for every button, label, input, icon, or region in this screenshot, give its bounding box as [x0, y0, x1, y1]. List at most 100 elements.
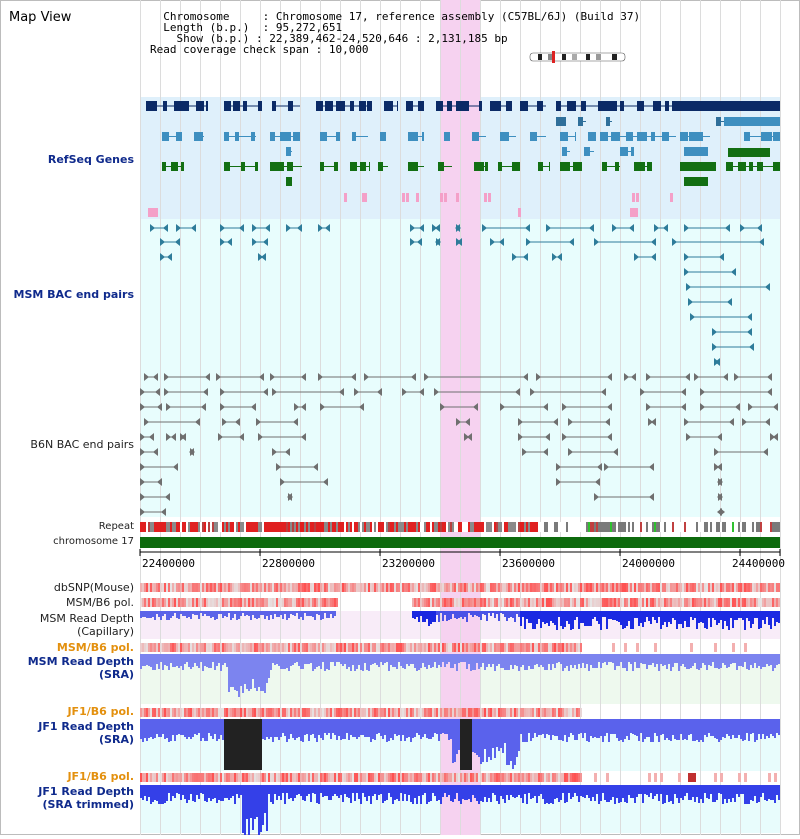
snp-density-cell [196, 773, 198, 782]
snp-density-cell [548, 708, 550, 717]
read-depth-bar [672, 611, 674, 618]
repeat-segment [350, 522, 352, 532]
repeat-segment [176, 522, 178, 532]
read-depth-bar [194, 719, 196, 734]
read-depth-bar [618, 719, 620, 741]
gene-exon [270, 162, 280, 171]
snp-density-cell [290, 598, 292, 607]
read-depth-bar [746, 654, 748, 669]
read-depth-bar [692, 611, 694, 620]
read-depth-bar [272, 654, 274, 663]
track-label-msm-depth-sra[interactable]: MSM Read Depth [27, 655, 134, 668]
snp-density-cell [448, 583, 450, 592]
repeat-segment [370, 522, 372, 532]
read-depth-bar [420, 719, 422, 739]
read-depth-bar [686, 785, 688, 793]
read-depth-bar [438, 785, 440, 800]
track-label-jf1-b6-pol[interactable]: JF1/B6 pol. [67, 705, 134, 718]
snp-density-cell [370, 643, 372, 652]
snp-density-cell [230, 598, 232, 607]
bac-end-marker [258, 253, 263, 261]
gene-exon [549, 162, 550, 171]
read-depth-bar [526, 719, 528, 742]
read-depth-bar [774, 611, 776, 626]
track-label-refseq[interactable]: RefSeq Genes [47, 153, 134, 166]
read-depth-bar [748, 654, 750, 670]
gene-exon [520, 101, 528, 111]
read-depth-bar [308, 785, 310, 794]
read-depth-bar [446, 719, 448, 734]
read-depth-bar [768, 654, 770, 666]
snp-density-cell [460, 583, 462, 592]
snp-density-cell [570, 598, 572, 607]
snp-density-cell [348, 643, 350, 652]
snp-density-cell [284, 643, 286, 652]
read-depth-bar [452, 719, 454, 763]
track-label-msm-bac[interactable]: MSM BAC end pairs [13, 288, 134, 301]
snp-density-cell [346, 773, 348, 782]
snp-density-cell [194, 643, 196, 652]
snp-density-cell [140, 708, 142, 717]
snp-density-cell [164, 773, 166, 782]
snp-density-cell [274, 583, 276, 592]
snp-density-cell [724, 598, 726, 607]
bac-end-marker [607, 403, 612, 411]
snp-density-cell [516, 583, 518, 592]
snp-density-cell [246, 708, 248, 717]
read-depth-bar [682, 785, 684, 800]
track-label-jf1-depth-trim[interactable]: JF1 Read Depth [38, 785, 134, 798]
read-depth-bar [670, 785, 672, 801]
snp-density-cell [562, 583, 564, 592]
repeat-segment [740, 522, 742, 532]
snp-density-cell [198, 598, 200, 607]
read-depth-bar [434, 654, 436, 662]
bac-end-marker [227, 238, 232, 246]
snp-density-cell [738, 773, 741, 782]
track-label-dbsnp[interactable]: dbSNP(Mouse) [53, 581, 134, 594]
snp-density-cell [146, 643, 148, 652]
track-label-jf1-b6-pol-2[interactable]: JF1/B6 pol. [67, 770, 134, 783]
read-depth-bar [594, 654, 596, 668]
read-depth-bar [170, 785, 172, 801]
read-depth-bar [168, 719, 170, 742]
track-label-msm-depth-cap[interactable]: MSM Read Depth [39, 612, 134, 625]
snp-density-cell [616, 583, 618, 592]
snp-density-cell [490, 598, 492, 607]
read-depth-bar [674, 654, 676, 663]
gene-exon [537, 101, 543, 111]
bac-end-marker [773, 433, 778, 441]
snp-density-cell [778, 598, 780, 607]
read-depth-bar [290, 785, 292, 798]
snp-density-cell [238, 598, 240, 607]
read-depth-bar [572, 654, 574, 668]
read-depth-bar [152, 654, 154, 670]
track-label-b6n-bac[interactable]: B6N BAC end pairs [30, 438, 134, 451]
read-depth-bar [630, 654, 632, 664]
track-label-chromosome[interactable]: chromosome 17 [53, 536, 134, 547]
snp-density-cell [216, 773, 218, 782]
track-label-repeat[interactable]: Repeat [98, 521, 134, 532]
read-depth-bar [192, 611, 194, 614]
read-depth-bar [300, 611, 302, 617]
bac-end-marker [163, 224, 168, 232]
read-depth-bar [528, 785, 530, 793]
read-depth-bar [492, 611, 494, 613]
read-depth-bar [486, 719, 488, 762]
snp-density-cell [522, 598, 524, 607]
read-depth-bar [636, 654, 638, 668]
track-label-msm-b6-pol-2[interactable]: MSM/B6 pol. [56, 641, 134, 654]
read-depth-bar [534, 719, 536, 733]
snp-density-cell [416, 583, 418, 592]
read-depth-bar [226, 785, 228, 798]
track-label-jf1-depth-sra[interactable]: JF1 Read Depth [38, 720, 134, 733]
read-depth-bar [726, 611, 728, 626]
bac-end-marker [589, 224, 594, 232]
track-label-msm-b6-pol[interactable]: MSM/B6 pol. [66, 596, 134, 609]
snp-density-cell [142, 598, 144, 607]
repeat-segment [228, 522, 230, 532]
bac-end-marker [173, 463, 178, 471]
read-depth-bar [316, 654, 318, 667]
repeat-segment [312, 522, 314, 532]
snp-density-cell [234, 708, 236, 717]
